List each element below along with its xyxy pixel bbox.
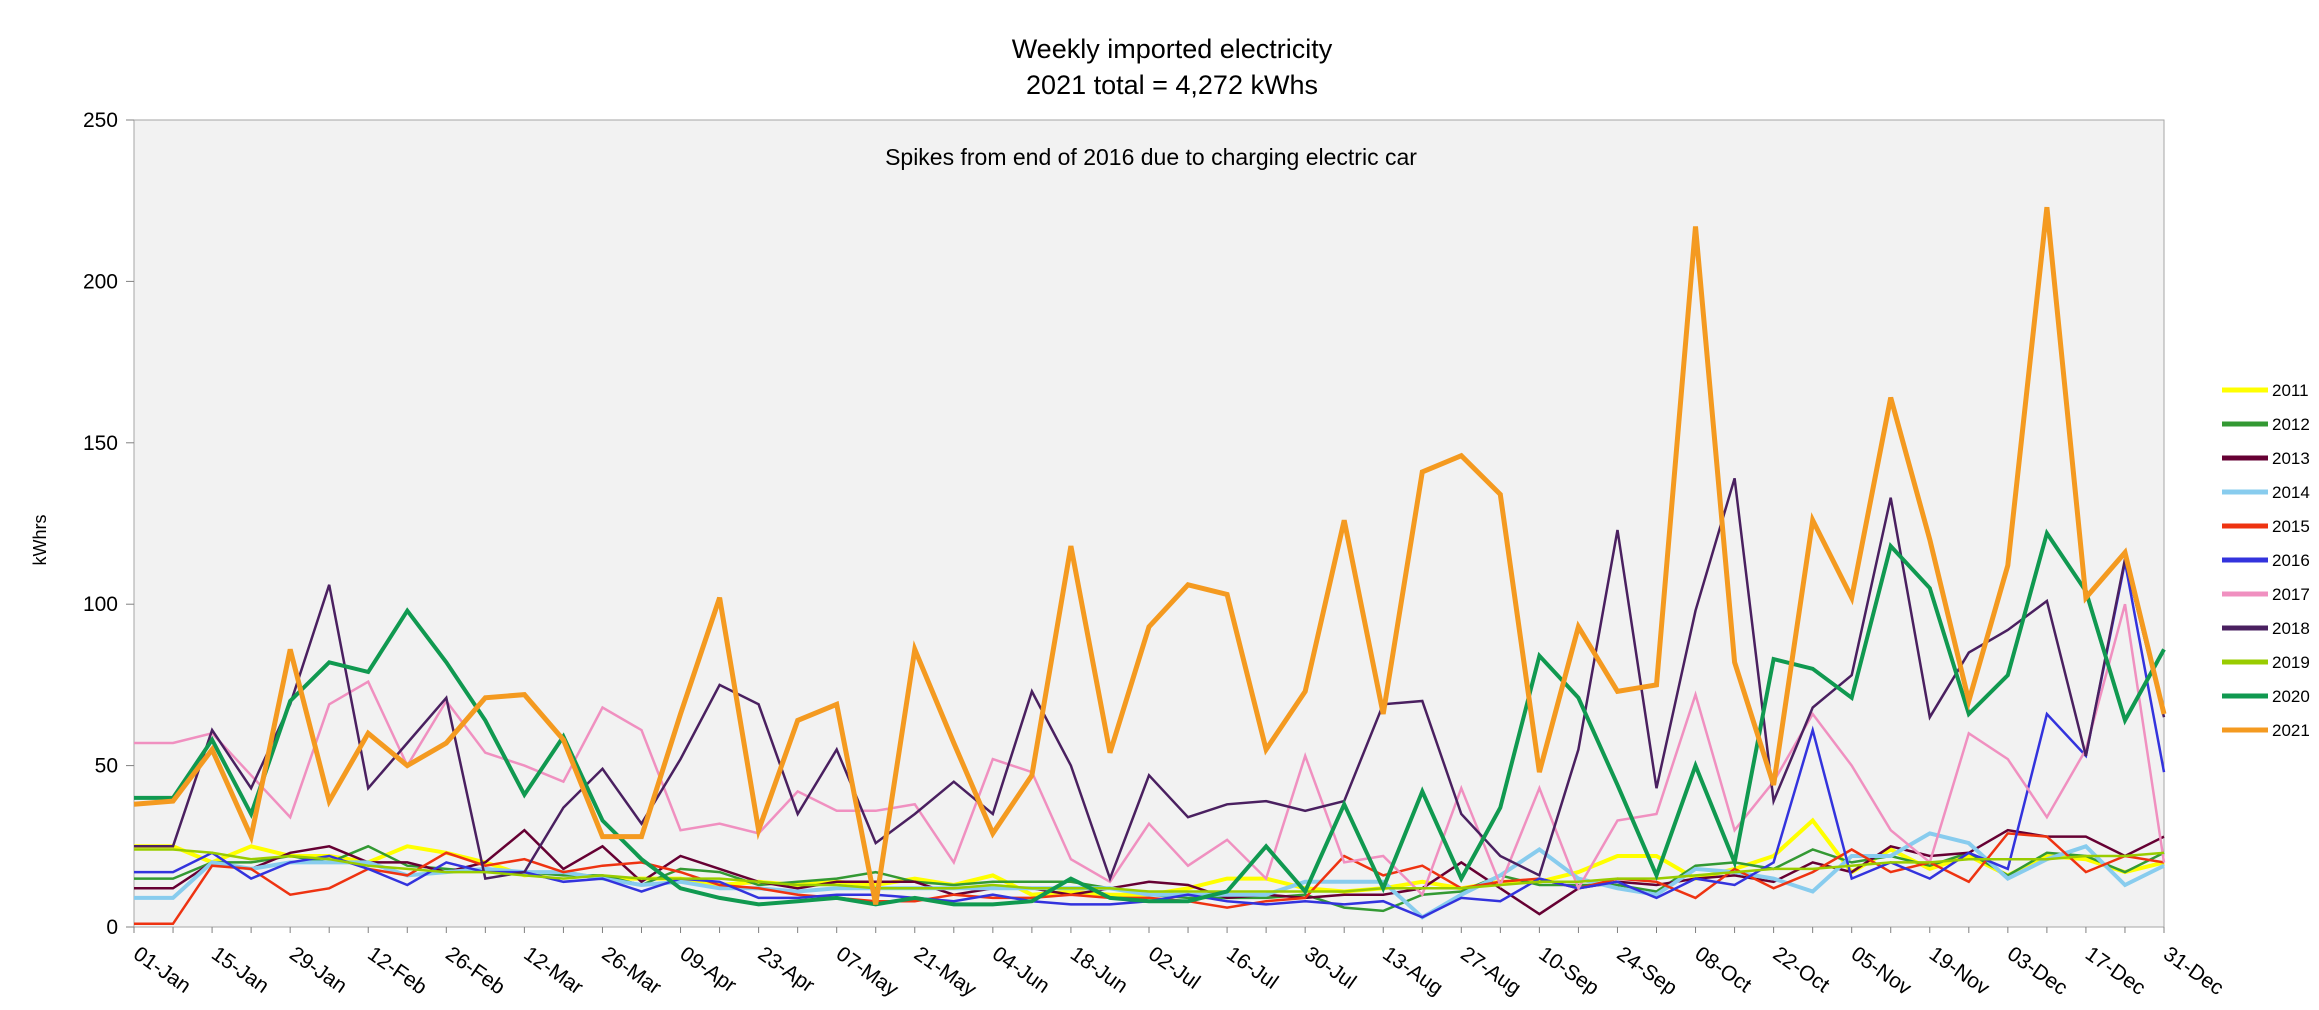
legend-label-2019: 2019 bbox=[2272, 653, 2310, 672]
legend-label-2014: 2014 bbox=[2272, 483, 2310, 502]
y-axis-label: kWhrs bbox=[30, 515, 50, 566]
x-tick-label: 26-Feb bbox=[441, 942, 509, 999]
x-tick-label: 07-May bbox=[832, 942, 903, 1001]
x-axis: 01-Jan 15-Jan 29-Jan 12-Feb 26-Feb 12-Mar 26-M… bbox=[129, 927, 2228, 1002]
series-line-2021 bbox=[133, 206, 2167, 905]
x-tick-label: 04-Jun bbox=[988, 942, 1054, 998]
x-tick-label: 15-Jan bbox=[207, 942, 273, 998]
x-tick-label: 13-Aug bbox=[1378, 942, 1447, 1000]
legend-label-2018: 2018 bbox=[2272, 619, 2310, 638]
x-tick-label: 27-Aug bbox=[1456, 942, 1525, 1000]
x-tick-label: 19-Nov bbox=[1925, 942, 1994, 1000]
x-tick-label: 03-Dec bbox=[2003, 942, 2072, 1000]
x-tick-label: 26-Mar bbox=[598, 942, 666, 999]
y-tick-label: 50 bbox=[95, 755, 118, 778]
legend-label-2013: 2013 bbox=[2272, 449, 2310, 468]
x-tick-label: 23-Apr bbox=[754, 942, 819, 997]
x-tick-label: 02-Jul bbox=[1144, 942, 1204, 994]
x-tick-label: 05-Nov bbox=[1847, 942, 1916, 1000]
series-line-2015 bbox=[134, 832, 2165, 926]
y-tick-label: 100 bbox=[83, 593, 118, 616]
legend-label-2020: 2020 bbox=[2272, 687, 2310, 706]
y-tick-label: 200 bbox=[83, 270, 118, 293]
x-tick-label: 12-Feb bbox=[363, 942, 431, 999]
x-tick-label: 09-Apr bbox=[676, 942, 741, 997]
plot-area bbox=[133, 119, 2165, 928]
legend-label-2021: 2021 bbox=[2272, 721, 2310, 740]
x-tick-label: 18-Jun bbox=[1066, 942, 1132, 998]
x-tick-label: 30-Jul bbox=[1300, 942, 1360, 994]
y-tick-label: 150 bbox=[83, 432, 118, 455]
x-tick-label: 17-Dec bbox=[2081, 942, 2150, 1000]
series-line-2019 bbox=[134, 848, 2165, 893]
x-tick-label: 16-Jul bbox=[1222, 942, 1282, 994]
x-tick-label: 01-Jan bbox=[129, 942, 195, 998]
series-line-2020 bbox=[134, 528, 2166, 907]
x-tick-label: 21-May bbox=[910, 942, 981, 1001]
chart-subtitle: 2021 total = 4,272 kWhs bbox=[1026, 70, 1318, 100]
x-tick-label: 29-Jan bbox=[285, 942, 351, 998]
series-line-2017 bbox=[134, 603, 2166, 897]
x-tick-label: 12-Mar bbox=[520, 942, 588, 999]
legend: 2011 2012 2013 2014 2015 2016 2017 2018 2019 2020… bbox=[2222, 381, 2310, 740]
chart-title: Weekly imported electricity bbox=[1012, 34, 1333, 64]
x-tick-label: 10-Sep bbox=[1535, 942, 1604, 1000]
legend-label-2016: 2016 bbox=[2272, 551, 2310, 570]
legend-label-2011: 2011 bbox=[2272, 381, 2309, 400]
x-tick-label: 31-Dec bbox=[2159, 942, 2228, 1000]
y-tick-label: 0 bbox=[106, 916, 118, 939]
chart-annotation: Spikes from end of 2016 due to charging … bbox=[885, 144, 1417, 170]
legend-label-2012: 2012 bbox=[2272, 415, 2310, 434]
legend-label-2017: 2017 bbox=[2272, 585, 2310, 604]
x-tick-label: 22-Oct bbox=[1769, 942, 1834, 997]
legend-label-2015: 2015 bbox=[2272, 517, 2310, 536]
x-tick-label: 24-Sep bbox=[1613, 942, 1682, 1000]
x-tick-label: 08-Oct bbox=[1691, 942, 1756, 997]
series-layer bbox=[133, 206, 2167, 926]
y-tick-label: 250 bbox=[83, 109, 118, 132]
series-line-2018 bbox=[134, 477, 2166, 883]
y-axis: 0 50 100 150 200 250 bbox=[83, 109, 134, 939]
